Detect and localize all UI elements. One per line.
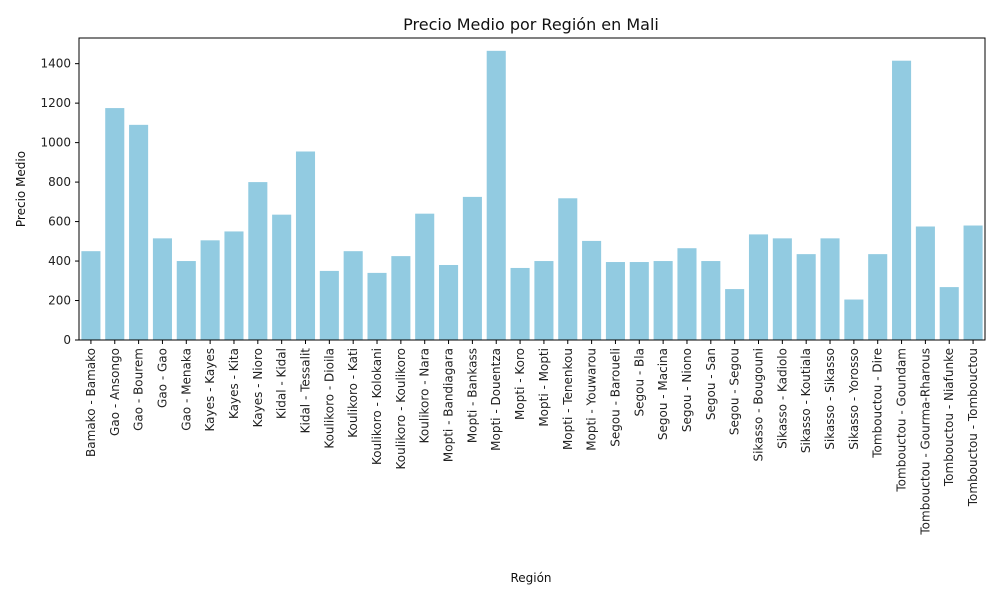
y-tick-label: 1000 xyxy=(40,136,71,150)
x-tick-label: Segou - Bla xyxy=(632,348,646,416)
x-tick-label: Kidal - Kidal xyxy=(275,348,289,419)
bar xyxy=(272,214,292,340)
bar xyxy=(701,261,721,340)
axes-group: 0 200 400 600 800 1000 1200 1400 Bamako - Bamako… xyxy=(40,37,986,536)
bar xyxy=(152,238,172,340)
plot-area xyxy=(79,38,985,341)
bar xyxy=(844,299,864,340)
bars-group xyxy=(81,50,983,341)
x-tick-label: Mopti - Mopti xyxy=(537,348,551,427)
bar xyxy=(582,240,602,340)
x-tick-label: Koulikoro - Nara xyxy=(418,348,432,443)
bar xyxy=(319,270,339,340)
x-tick-label: Kidal - Tessalit xyxy=(299,348,313,434)
y-tick-label: 600 xyxy=(48,215,71,229)
x-tick-label: Sikasso - Bougouni xyxy=(752,348,766,462)
bar xyxy=(725,289,745,340)
x-tick-label: Mopti - Youwarou xyxy=(585,348,599,451)
x-tick-label: Sikasso - Yorosso xyxy=(847,348,861,450)
x-tick-label: Tombouctou - Goundam xyxy=(895,348,909,493)
bar xyxy=(892,60,912,341)
x-tick-label: Koulikoro - Koulikoro xyxy=(394,348,408,469)
x-tick-label: Gao - Ansongo xyxy=(108,348,122,436)
x-tick-label: Tombouctou - Gourma-Rharous xyxy=(918,348,932,536)
x-tick-label: Segou - San xyxy=(704,348,718,420)
bar xyxy=(295,151,316,340)
x-tick-label: Segou - Macina xyxy=(656,348,670,440)
bar xyxy=(200,240,220,340)
bar xyxy=(176,261,196,340)
bar xyxy=(224,231,244,340)
x-tick-label: Tombouctou - Dire xyxy=(871,348,885,459)
x-tick-label: Mopti - Bandiagara xyxy=(442,348,456,462)
bar xyxy=(439,264,459,340)
y-tick-label: 0 xyxy=(63,333,71,347)
bar xyxy=(510,267,530,340)
bar xyxy=(772,238,792,340)
x-tick-label: Mopti - Bankass xyxy=(465,348,479,443)
bar xyxy=(248,182,268,340)
x-tick-label: Kayes - Nioro xyxy=(251,348,265,427)
bar xyxy=(105,108,125,340)
bar xyxy=(81,251,101,340)
x-tick-label: Tombouctou - Niafunke xyxy=(942,348,956,487)
bar xyxy=(558,198,578,340)
bar xyxy=(820,238,840,340)
x-axis-label: Región xyxy=(510,571,551,585)
bar xyxy=(129,124,149,340)
y-tick-label: 400 xyxy=(48,254,71,268)
bar xyxy=(605,262,625,340)
bar xyxy=(462,196,482,340)
bar xyxy=(653,261,673,340)
x-tick-label: Mopti - Douentza xyxy=(489,348,503,451)
x-tick-label: Gao - Bourem xyxy=(132,348,146,431)
x-tick-label: Gao - Gao xyxy=(155,348,169,408)
x-tick-label: Bamako - Bamako xyxy=(84,348,98,457)
bar xyxy=(343,251,363,340)
bar xyxy=(534,261,554,340)
x-tick-label: Segou - Segou xyxy=(728,348,742,435)
bar xyxy=(391,256,411,340)
x-tick-label: Kayes - Kayes xyxy=(203,348,217,431)
y-tick-label: 1200 xyxy=(40,96,71,110)
x-tick-label: Segou - Baroueli xyxy=(608,348,622,447)
bar xyxy=(486,50,506,340)
y-tick-label: 200 xyxy=(48,294,71,308)
bar xyxy=(868,254,888,340)
x-tick-label: Koulikoro - Dioila xyxy=(322,348,336,449)
bar xyxy=(963,225,983,340)
x-tick-label: Kayes - Kita xyxy=(227,348,241,419)
x-tick-label: Mopti - Koro xyxy=(513,348,527,420)
y-tick-label: 1400 xyxy=(40,57,71,71)
x-tick-label: Koulikoro - Kolokani xyxy=(370,348,384,465)
x-tick-label: Sikasso - Kadiolo xyxy=(775,348,789,449)
plot-frame xyxy=(78,37,986,341)
x-tick-label: Sikasso - Koutiala xyxy=(799,348,813,453)
x-tick-label: Tombouctou - Tombouctou xyxy=(966,348,980,507)
bar xyxy=(677,248,697,340)
bar xyxy=(629,262,649,340)
bar xyxy=(796,254,816,340)
bar xyxy=(939,287,959,340)
bar xyxy=(415,213,435,340)
bar xyxy=(748,234,769,340)
bar xyxy=(367,272,387,340)
chart-title: Precio Medio por Región en Mali xyxy=(403,15,659,34)
x-tick-label: Sikasso - Sikasso xyxy=(823,348,837,450)
x-tick-label: Koulikoro - Kati xyxy=(346,348,360,438)
x-tick-label: Gao - Menaka xyxy=(179,348,193,431)
x-tick-label: Segou - Niono xyxy=(680,348,694,432)
x-tick-label: Mopti - Tenenkou xyxy=(561,348,575,450)
bar xyxy=(915,226,935,340)
y-tick-label: 800 xyxy=(48,175,71,189)
y-axis-label: Precio Medio xyxy=(14,151,28,227)
